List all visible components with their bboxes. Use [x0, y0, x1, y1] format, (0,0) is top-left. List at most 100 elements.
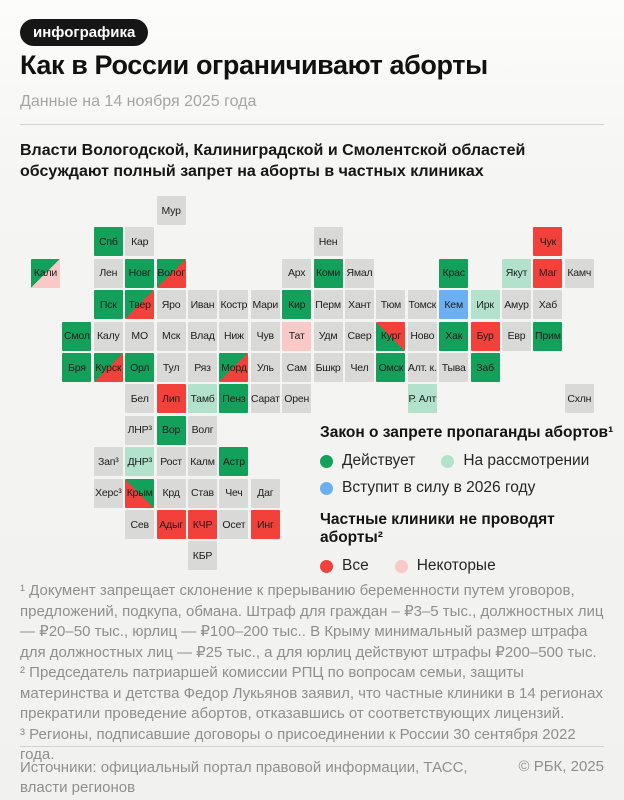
region-tile: Нен	[313, 227, 343, 257]
region-tile: Тат	[282, 321, 312, 351]
region-tile: Орл	[125, 353, 155, 382]
region-tile: Мск	[156, 321, 186, 351]
region-tile: Заб	[470, 353, 500, 382]
legend-dot-icon	[441, 454, 455, 468]
region-tile: Волг	[188, 415, 217, 445]
region-tile: Мари	[250, 290, 280, 320]
region-tile: Вор	[156, 415, 186, 445]
footer-divider	[20, 746, 604, 747]
region-tile: Яро	[156, 290, 186, 320]
region-tile: Астр	[219, 447, 249, 477]
region-tile: Коми	[313, 258, 343, 288]
region-tile: Крас	[439, 258, 469, 288]
infographic-badge: инфографика	[20, 19, 149, 46]
legend-item: Действует	[320, 452, 415, 470]
region-tile: Чеч	[219, 478, 249, 508]
region-tile: Чув	[250, 321, 280, 351]
region-tile: Хаб	[533, 290, 563, 320]
region-tile: Арх	[282, 258, 312, 288]
region-tile: Кали	[31, 258, 60, 288]
legend-law: Закон о запрете пропаганды абортов¹ Дейс…	[320, 424, 620, 497]
region-tile: Херс³	[93, 478, 123, 508]
region-tile: Маг	[533, 258, 563, 288]
region-tile: Омск	[376, 353, 406, 382]
region-tile: Зап³	[93, 447, 123, 477]
region-tile: Амур	[502, 290, 531, 320]
legend-dot-icon	[320, 481, 333, 495]
header-divider	[20, 124, 604, 125]
region-tile: Рост	[156, 447, 186, 477]
region-tile: Твер	[125, 290, 155, 320]
region-tile: КЧР	[188, 510, 217, 539]
region-tile: Став	[188, 478, 217, 508]
legend-item-label: Действует	[342, 452, 416, 469]
region-tile: Р. Алт	[407, 384, 437, 414]
region-tile: Калм	[188, 447, 217, 477]
region-tile: Евр	[502, 321, 531, 351]
legend-dot-icon	[320, 454, 333, 468]
region-tile: Тыва	[439, 353, 469, 382]
region-tile: Тамб	[188, 384, 217, 414]
legend-item-label: Все	[342, 557, 369, 574]
legend-law-title: Закон о запрете пропаганды абортов¹	[320, 424, 614, 441]
region-tile: Смол	[62, 321, 92, 351]
region-tile: Свер	[345, 321, 374, 351]
region-tile: Спб	[93, 227, 123, 257]
region-tile: МО	[125, 321, 155, 351]
region-tile: Пенз	[219, 384, 249, 414]
region-tile: Влад	[188, 321, 217, 351]
legend-item: Все	[320, 557, 369, 575]
legend-item-label: На рассмотрении	[463, 452, 590, 469]
region-tile: Схлн	[564, 384, 594, 414]
region-tile: Якут	[502, 258, 531, 288]
region-tile: Ряз	[188, 353, 217, 382]
date-note: Данные на 14 ноября 2025 года	[20, 93, 257, 110]
legend-clinics-items: Все Некоторые	[320, 557, 620, 575]
region-tile: Удм	[313, 321, 343, 351]
region-tile: Пск	[93, 290, 123, 320]
region-tile: Бшкр	[313, 353, 343, 382]
region-tile: Курск	[93, 353, 123, 382]
region-tile: Даг	[250, 478, 280, 508]
region-tile: Ирк	[470, 290, 500, 320]
region-tile: Инг	[250, 510, 280, 539]
region-tile: Крым	[125, 478, 155, 508]
region-tile: Ново	[407, 321, 437, 351]
region-tile: Бур	[470, 321, 500, 351]
copyright-text: © РБК, 2025	[518, 758, 604, 775]
page-title: Как в России ограничивают аборты	[20, 50, 488, 80]
region-tile: Чел	[345, 353, 374, 382]
region-tile: Камч	[564, 258, 594, 288]
region-tile: Иван	[188, 290, 217, 320]
legend-dot-icon	[394, 559, 408, 573]
region-tile: Кир	[282, 290, 312, 320]
region-tile: Ниж	[219, 321, 249, 351]
legend-dot-icon	[320, 559, 333, 573]
region-tile: Калу	[93, 321, 123, 351]
region-tile: Ямал	[345, 258, 374, 288]
region-tile: ДНР³	[125, 447, 155, 477]
legend-item: Некоторые	[394, 557, 496, 575]
legend-clinics: Частные клиники не проводят аборты² Все Н…	[320, 511, 620, 575]
region-tile: Чук	[533, 227, 563, 257]
region-tile: Уль	[250, 353, 280, 382]
footnote: ³ Регионы, подписавшие договоры о присое…	[20, 725, 576, 764]
region-tile: Томск	[407, 290, 437, 320]
region-tile: Лип	[156, 384, 186, 414]
legend-law-items: Действует На рассмотрении Вступит в силу в…	[320, 452, 620, 497]
region-tile: Хант	[345, 290, 374, 320]
region-tile: Перм	[313, 290, 343, 320]
region-tile: Кем	[439, 290, 469, 320]
footnote: ² Председатель патриаршей комиссии РПЦ п…	[20, 664, 603, 722]
intro-text: Власти Вологодской, Калиниградской и Смо…	[20, 142, 526, 181]
region-tile: Бел	[125, 384, 155, 414]
region-tile: Кург	[376, 321, 406, 351]
region-tile: Адыг	[156, 510, 186, 539]
legend-item-label: Некоторые	[416, 557, 496, 574]
region-tile: КБР	[188, 541, 217, 571]
sources-text: Источники: официальный портал правовой и…	[20, 759, 468, 796]
region-tile: Мур	[156, 196, 186, 225]
footnotes: ¹ Документ запрещает склонение к прерыва…	[20, 581, 610, 766]
region-tile: Тюм	[376, 290, 406, 320]
